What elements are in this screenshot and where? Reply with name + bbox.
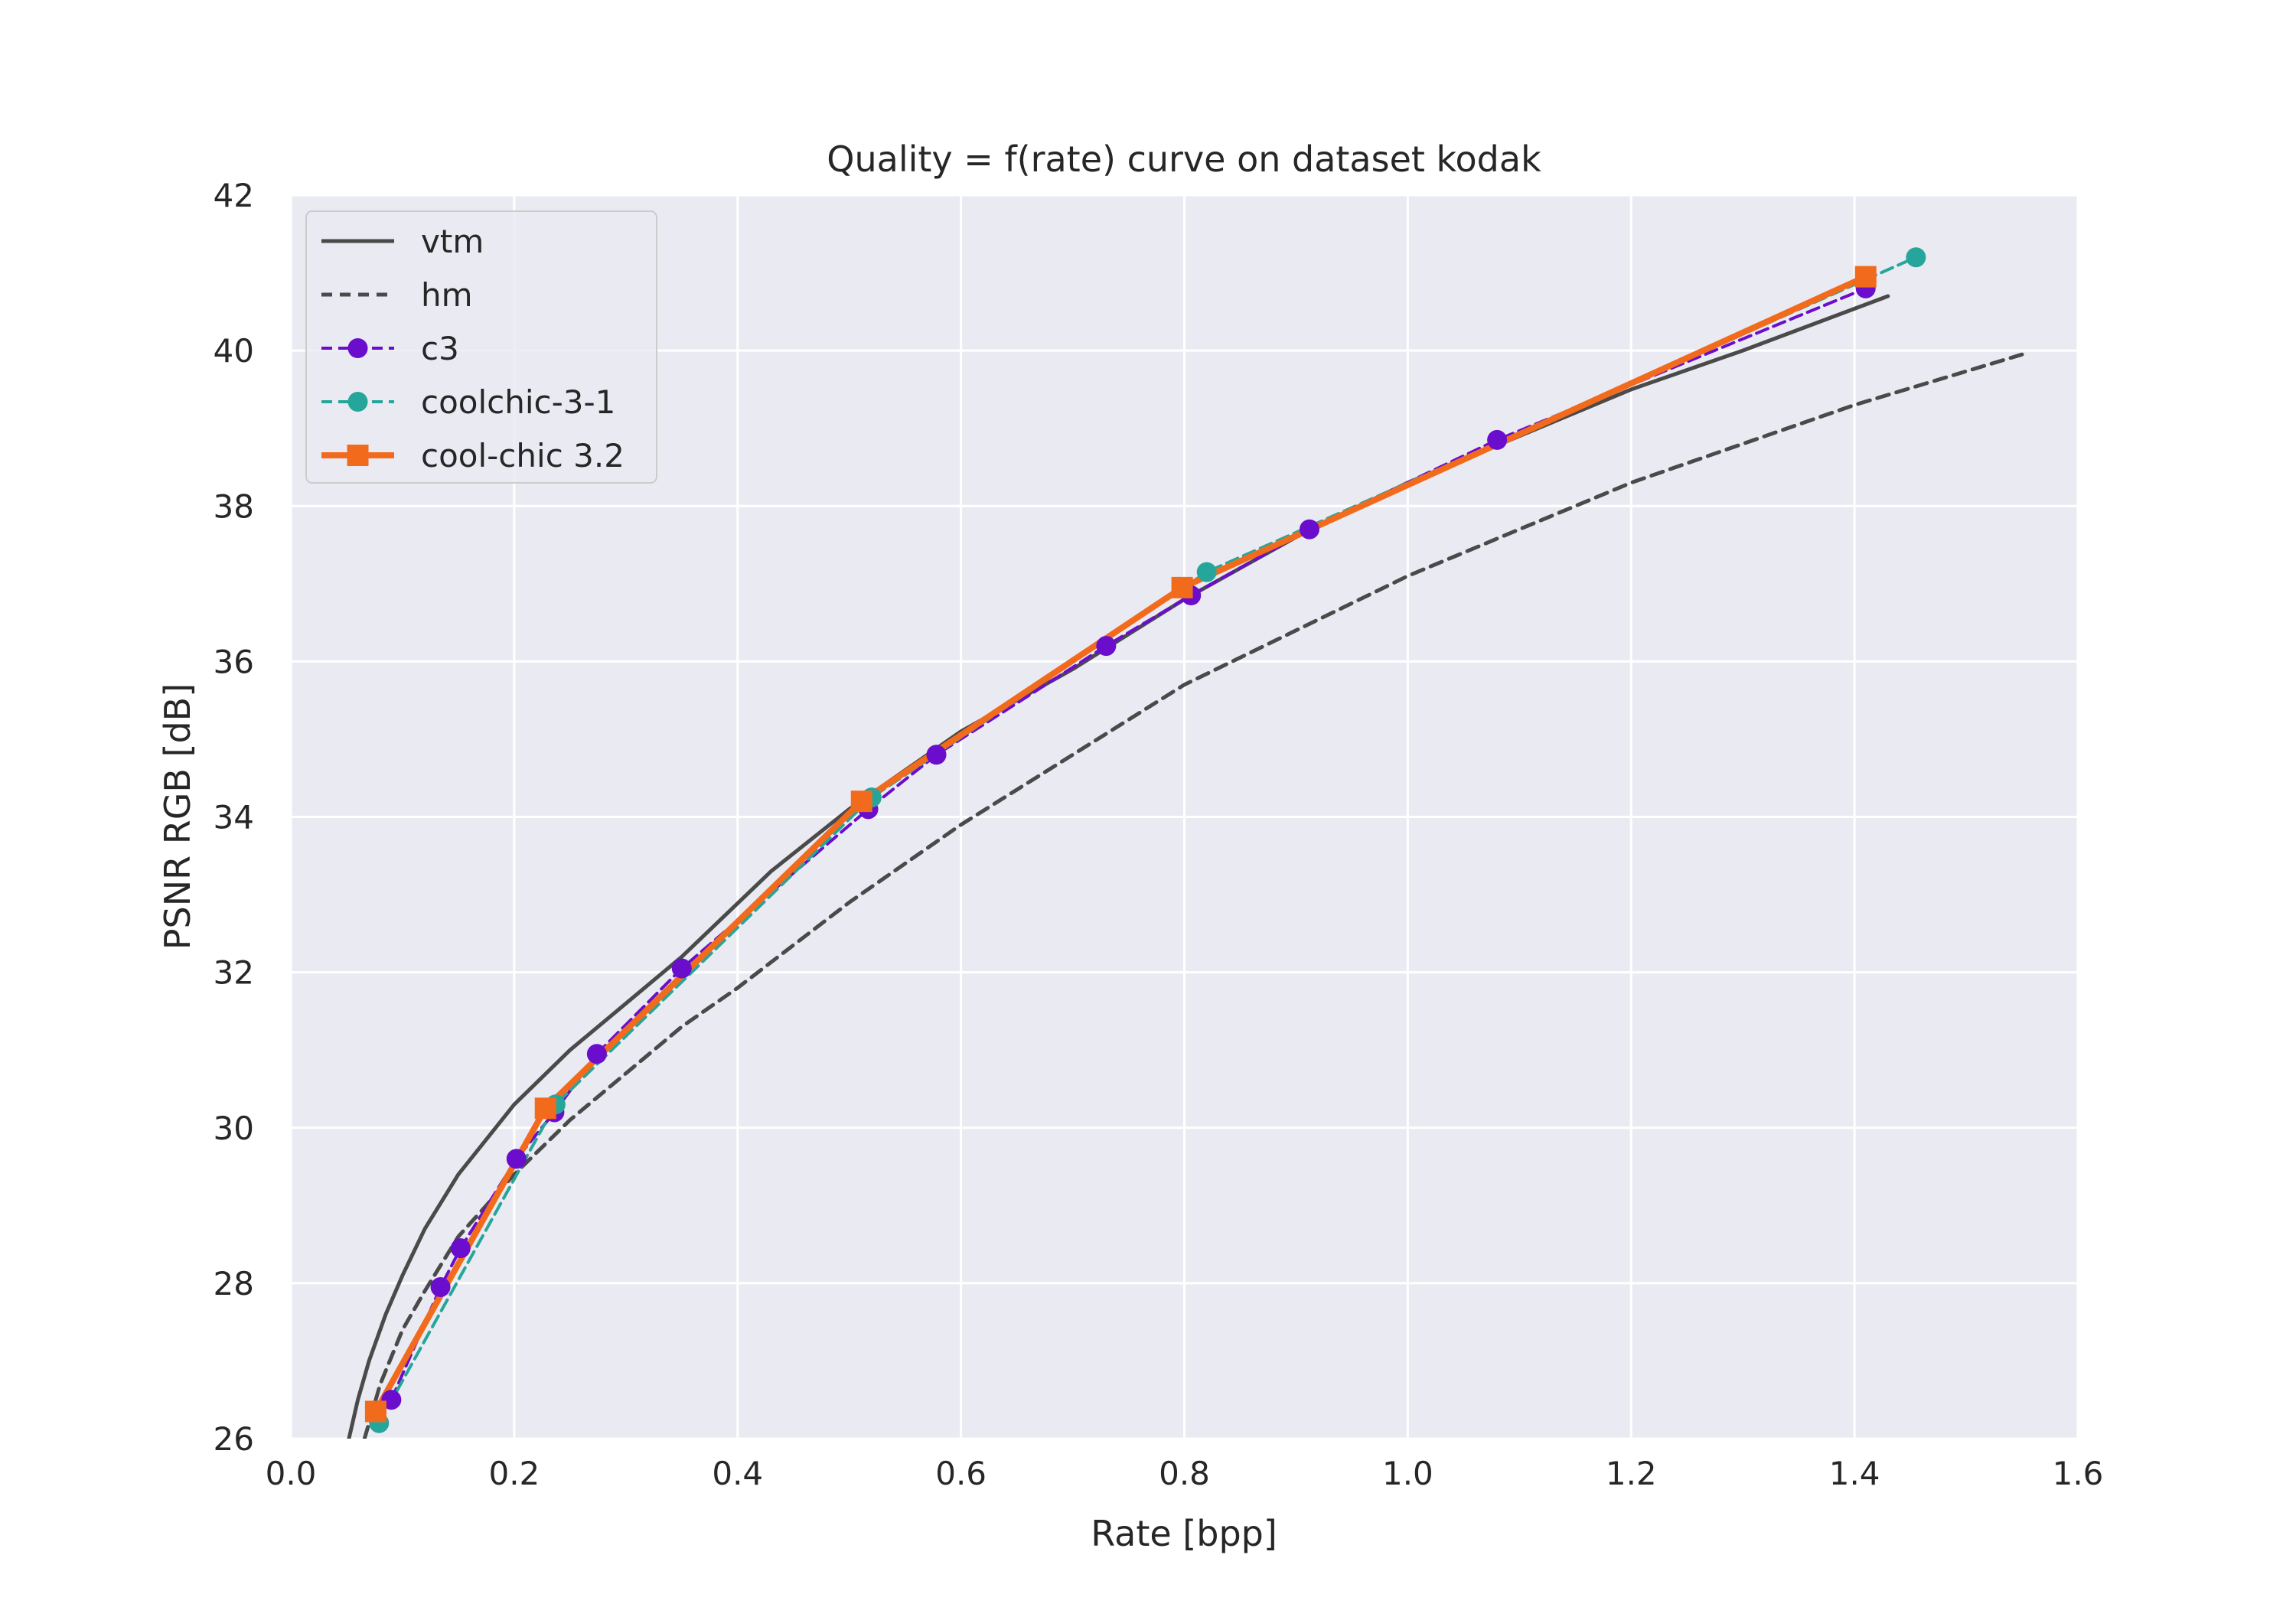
data-point-cool-chic-3-2 bbox=[364, 1400, 386, 1423]
x-tick-label: 1.0 bbox=[1382, 1455, 1433, 1492]
legend-label: hm bbox=[421, 276, 473, 314]
legend-item-coolchic-3-1: coolchic-3-1 bbox=[321, 383, 615, 421]
y-tick-label: 42 bbox=[214, 177, 254, 214]
legend-item-vtm: vtm bbox=[321, 223, 484, 260]
x-axis-label: Rate [bpp] bbox=[1091, 1513, 1277, 1554]
y-tick-label: 38 bbox=[214, 487, 254, 525]
y-tick-label: 32 bbox=[214, 954, 254, 992]
y-tick-label: 34 bbox=[214, 799, 254, 836]
data-point-coolchic-3-1 bbox=[1906, 247, 1926, 268]
series-line-hm bbox=[362, 352, 2024, 1439]
markers-layer bbox=[364, 247, 1926, 1433]
y-tick-label: 28 bbox=[214, 1265, 254, 1302]
y-axis-label: PSNR RGB [dB] bbox=[157, 683, 198, 950]
legend: vtm hm c3 coolchic-3-1 cool-chic 3.2 bbox=[305, 210, 657, 484]
data-point-c3 bbox=[1487, 429, 1508, 450]
data-point-coolchic-3-1 bbox=[1196, 562, 1217, 582]
x-tick-label: 0.8 bbox=[1159, 1455, 1210, 1492]
data-point-c3 bbox=[671, 958, 692, 979]
data-point-cool-chic-3-2 bbox=[534, 1097, 556, 1120]
legend-marker bbox=[347, 392, 368, 412]
legend-item-hm: hm bbox=[321, 276, 473, 314]
y-tick-label: 40 bbox=[214, 332, 254, 370]
data-point-c3 bbox=[926, 745, 947, 765]
legend-label: cool-chic 3.2 bbox=[421, 437, 625, 474]
series-line-coolchic-3-1 bbox=[377, 256, 1918, 1425]
tick-labels: 0.0 0.2 0.4 0.6 0.8 1.0 1.2 1.4 1.6 26 28 30 32 34 36 3… bbox=[214, 177, 2104, 1492]
x-tick-label: 0.0 bbox=[266, 1455, 317, 1492]
data-point-cool-chic-3-2 bbox=[850, 790, 872, 813]
y-tick-label: 26 bbox=[214, 1420, 254, 1458]
x-tick-label: 1.4 bbox=[1829, 1455, 1880, 1492]
x-tick-label: 0.4 bbox=[712, 1455, 763, 1492]
x-tick-label: 0.6 bbox=[935, 1455, 987, 1492]
data-point-c3 bbox=[450, 1238, 471, 1259]
legend-frame bbox=[305, 210, 657, 484]
legend-item-cool-chic-3-2: cool-chic 3.2 bbox=[321, 437, 625, 474]
x-tick-label: 0.2 bbox=[488, 1455, 540, 1492]
data-point-c3 bbox=[1299, 519, 1319, 539]
legend-marker bbox=[347, 338, 368, 358]
y-tick-label: 36 bbox=[214, 643, 254, 680]
x-tick-label: 1.6 bbox=[2053, 1455, 2104, 1492]
data-point-cool-chic-3-2 bbox=[1171, 576, 1193, 598]
data-point-c3 bbox=[1096, 636, 1117, 657]
legend-marker bbox=[347, 445, 369, 466]
legend-label: c3 bbox=[421, 330, 459, 367]
legend-item-c3: c3 bbox=[321, 330, 459, 367]
data-point-c3 bbox=[586, 1044, 607, 1064]
grid bbox=[289, 194, 2079, 1440]
legend-label: coolchic-3-1 bbox=[421, 383, 615, 421]
x-tick-label: 1.2 bbox=[1606, 1455, 1657, 1492]
data-point-cool-chic-3-2 bbox=[1854, 266, 1877, 288]
legend-label: vtm bbox=[421, 223, 484, 260]
data-point-c3 bbox=[430, 1276, 451, 1297]
y-tick-label: 30 bbox=[214, 1110, 254, 1147]
chart-title: Quality = f(rate) curve on dataset kodak bbox=[827, 139, 1541, 180]
data-point-c3 bbox=[506, 1149, 527, 1169]
